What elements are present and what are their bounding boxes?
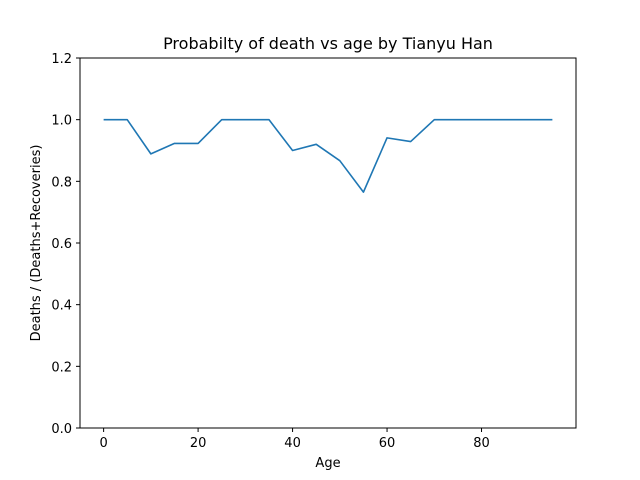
plot-area [103, 118, 553, 193]
x-axis-label: Age [315, 456, 340, 471]
x-tick-label: 0 [99, 436, 107, 451]
y-tick-label: 0.0 [51, 422, 72, 437]
y-axis-label: Deaths / (Deaths+Recoveries) [29, 145, 44, 342]
y-tick-label: 1.0 [51, 114, 72, 129]
x-tick-label: 40 [284, 436, 301, 451]
y-tick-label: 0.2 [51, 360, 72, 375]
chart-title: Probabilty of death vs age by Tianyu Han [163, 34, 493, 53]
y-tick-label: 0.8 [51, 175, 72, 190]
x-tick-label: 20 [190, 436, 207, 451]
series-line [103, 118, 553, 193]
x-tick-label: 80 [473, 436, 490, 451]
y-tick-label: 0.4 [51, 299, 72, 314]
plot-frame [79, 57, 577, 429]
x-tick-label: 60 [379, 436, 396, 451]
y-tick-label: 0.6 [51, 237, 72, 252]
y-tick-label: 1.2 [51, 52, 72, 67]
